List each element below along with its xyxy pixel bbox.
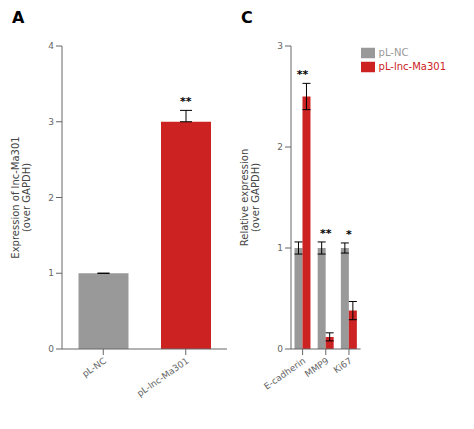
svg-text:3: 3 [48,117,54,127]
svg-text:*: * [346,228,352,241]
svg-text:Relative expression(over GAPDH: Relative expression(over GAPDH) [239,149,262,246]
svg-text:**: ** [320,227,332,240]
html-text:C: C [241,8,253,27]
svg-text:**: ** [180,95,192,108]
svg-text:1: 1 [277,243,283,253]
svg-text:1: 1 [48,268,54,278]
svg-text:2: 2 [277,142,283,152]
svg-text:E-cadherin: E-cadherin [262,356,307,392]
svg-text:MMP9: MMP9 [303,356,331,380]
svg-text:**: ** [297,68,309,81]
svg-text:3: 3 [277,41,283,51]
html-text:A: A [12,8,25,27]
svg-text:4: 4 [48,41,54,51]
svg-text:Ki67: Ki67 [332,356,354,376]
svg-text:Expression of lnc-Ma301(over G: Expression of lnc-Ma301(over GAPDH) [10,136,33,258]
svg-text:0: 0 [277,344,283,354]
svg-text:2: 2 [48,193,54,203]
svg-text:0: 0 [48,344,54,354]
svg-text:pL-NC: pL-NC [80,356,108,380]
html-text:pL-NC: pL-NC [378,47,409,58]
svg-text:pL-lnc-Ma301: pL-lnc-Ma301 [135,356,190,399]
html-text:pL-lnc-Ma301: pL-lnc-Ma301 [378,61,446,72]
